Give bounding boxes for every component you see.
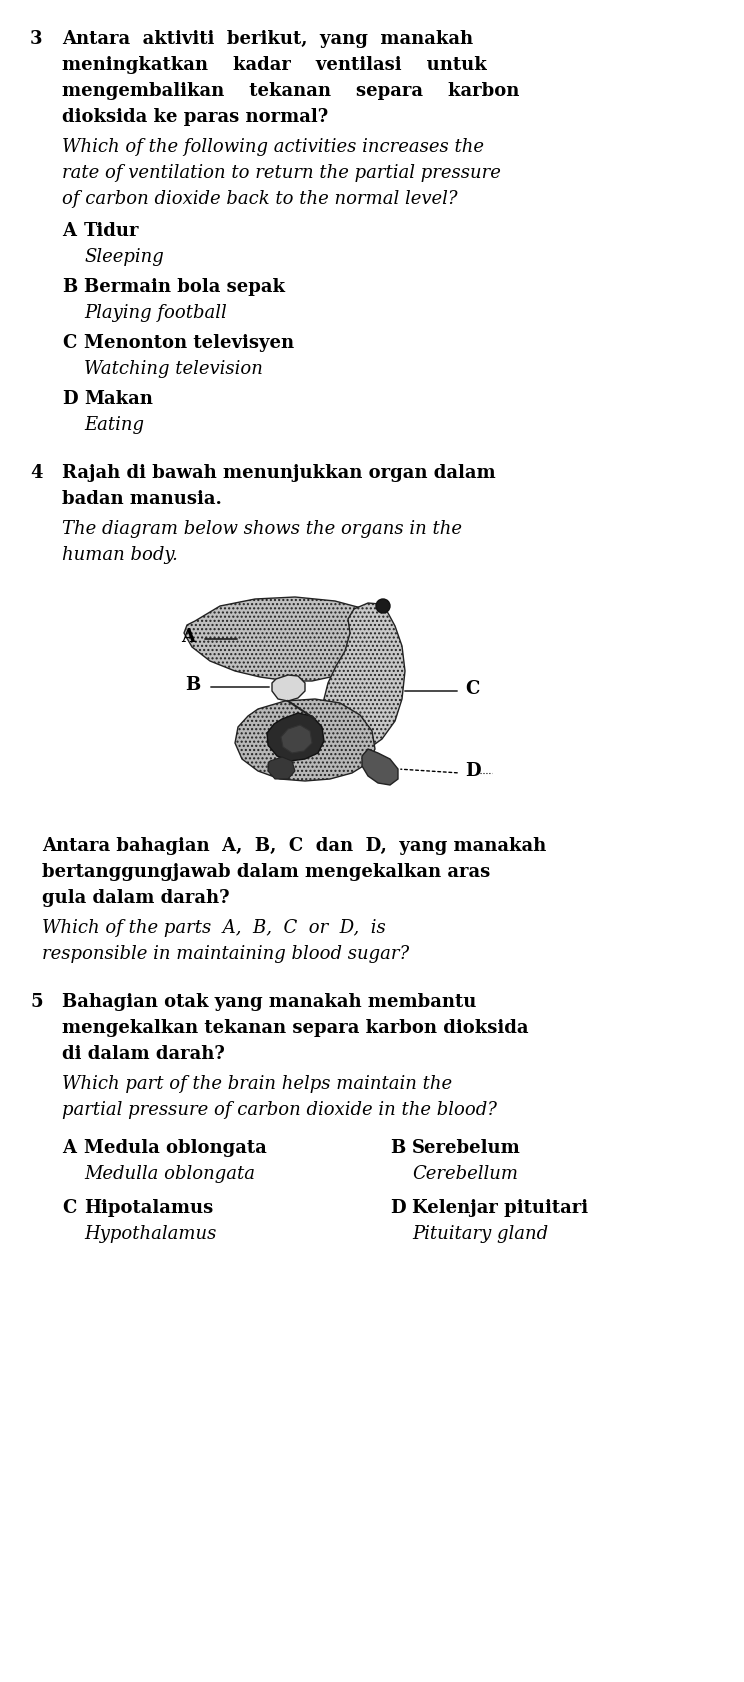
Text: bertanggungjawab dalam mengekalkan aras: bertanggungjawab dalam mengekalkan aras — [42, 863, 490, 880]
Text: mengekalkan tekanan separa karbon dioksida: mengekalkan tekanan separa karbon dioksi… — [62, 1018, 528, 1036]
Polygon shape — [272, 676, 305, 701]
Text: mengembalikan    tekanan    separa    karbon: mengembalikan tekanan separa karbon — [62, 82, 519, 99]
Text: Hipotalamus: Hipotalamus — [84, 1198, 214, 1216]
Text: D: D — [465, 762, 481, 779]
Text: B: B — [390, 1139, 405, 1156]
Text: meningkatkan    kadar    ventilasi    untuk: meningkatkan kadar ventilasi untuk — [62, 56, 487, 74]
Text: Antara  aktiviti  berikut,  yang  manakah: Antara aktiviti berikut, yang manakah — [62, 30, 473, 49]
Text: di dalam darah?: di dalam darah? — [62, 1045, 225, 1063]
Polygon shape — [184, 597, 382, 681]
Text: 4: 4 — [30, 464, 42, 481]
Polygon shape — [281, 725, 312, 754]
Text: rate of ventilation to return the partial pressure: rate of ventilation to return the partia… — [62, 163, 501, 182]
Text: C: C — [465, 680, 479, 698]
Text: badan manusia.: badan manusia. — [62, 489, 222, 508]
Text: dioksida ke paras normal?: dioksida ke paras normal? — [62, 108, 328, 126]
Text: D: D — [62, 390, 77, 407]
Text: Serebelum: Serebelum — [412, 1139, 521, 1156]
Text: responsible in maintaining blood sugar?: responsible in maintaining blood sugar? — [42, 944, 409, 962]
Text: 3: 3 — [30, 30, 42, 49]
Ellipse shape — [376, 600, 390, 614]
Text: 5: 5 — [30, 992, 42, 1011]
Text: Sleeping: Sleeping — [84, 247, 164, 266]
Text: B: B — [185, 676, 200, 693]
Text: Medulla oblongata: Medulla oblongata — [84, 1164, 255, 1182]
Polygon shape — [235, 700, 375, 782]
Text: Which part of the brain helps maintain the: Which part of the brain helps maintain t… — [62, 1075, 452, 1092]
Text: C: C — [62, 1198, 77, 1216]
Text: Hypothalamus: Hypothalamus — [84, 1224, 217, 1243]
Polygon shape — [322, 604, 405, 754]
Text: The diagram below shows the organs in the: The diagram below shows the organs in th… — [62, 520, 462, 538]
Text: Bermain bola sepak: Bermain bola sepak — [84, 278, 285, 296]
Text: A: A — [62, 222, 76, 241]
Text: A: A — [181, 627, 195, 646]
Text: Menonton televisyen: Menonton televisyen — [84, 333, 294, 352]
Text: Playing football: Playing football — [84, 304, 227, 321]
Text: Which of the parts  A,  B,  C  or  D,  is: Which of the parts A, B, C or D, is — [42, 918, 385, 937]
Polygon shape — [268, 757, 295, 779]
Text: Which of the following activities increases the: Which of the following activities increa… — [62, 138, 484, 156]
Text: gula dalam darah?: gula dalam darah? — [42, 888, 229, 907]
Text: Eating: Eating — [84, 415, 144, 434]
Text: Rajah di bawah menunjukkan organ dalam: Rajah di bawah menunjukkan organ dalam — [62, 464, 496, 481]
Text: Kelenjar pituitari: Kelenjar pituitari — [412, 1198, 588, 1216]
Text: B: B — [62, 278, 77, 296]
Text: Bahagian otak yang manakah membantu: Bahagian otak yang manakah membantu — [62, 992, 476, 1011]
Text: Medula oblongata: Medula oblongata — [84, 1139, 267, 1156]
Text: A: A — [62, 1139, 76, 1156]
Text: partial pressure of carbon dioxide in the blood?: partial pressure of carbon dioxide in th… — [62, 1100, 497, 1119]
Text: Antara bahagian  A,  B,  C  dan  D,  yang manakah: Antara bahagian A, B, C dan D, yang mana… — [42, 836, 546, 854]
Text: Makan: Makan — [84, 390, 153, 407]
Text: D: D — [390, 1198, 405, 1216]
Text: of carbon dioxide back to the normal level?: of carbon dioxide back to the normal lev… — [62, 190, 458, 209]
Polygon shape — [267, 713, 324, 762]
Polygon shape — [362, 750, 398, 785]
Text: human body.: human body. — [62, 545, 178, 563]
Text: Tidur: Tidur — [84, 222, 140, 241]
Text: C: C — [62, 333, 77, 352]
Text: Watching television: Watching television — [84, 360, 263, 378]
Text: Cerebellum: Cerebellum — [412, 1164, 518, 1182]
Text: Pituitary gland: Pituitary gland — [412, 1224, 548, 1243]
